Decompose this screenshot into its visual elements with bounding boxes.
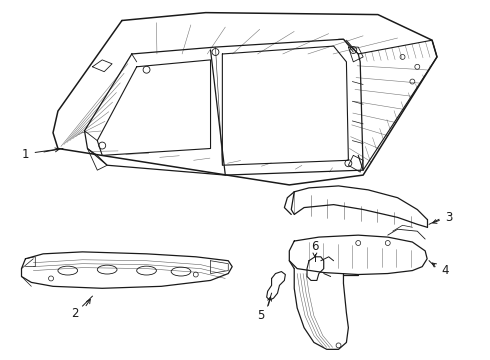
Text: 4: 4 (441, 264, 449, 277)
Text: 2: 2 (71, 307, 78, 320)
Text: 3: 3 (445, 211, 452, 224)
Text: 5: 5 (257, 309, 265, 322)
Text: 1: 1 (22, 148, 29, 161)
Text: 6: 6 (311, 240, 318, 253)
